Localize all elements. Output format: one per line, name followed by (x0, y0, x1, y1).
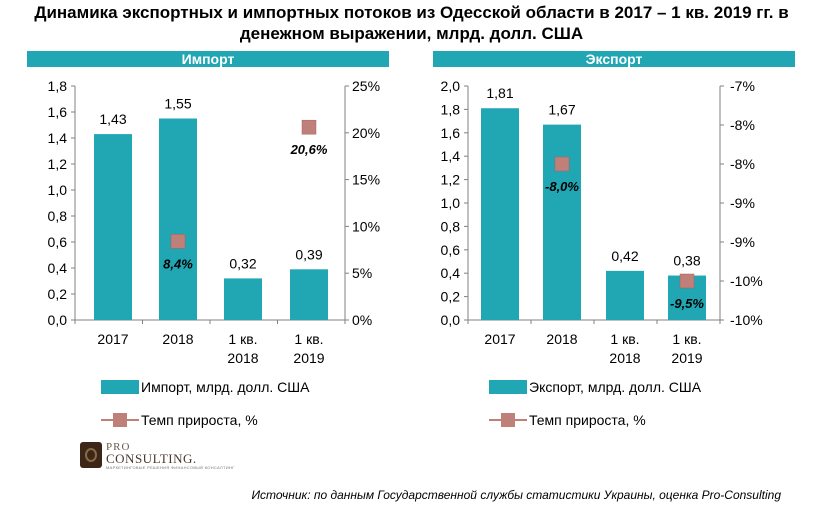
export-bar (606, 270, 644, 320)
import-legend-bar-swatch (101, 380, 139, 394)
import-growth-label: 8,4% (163, 256, 193, 271)
chart-title: Динамика экспортных и импортных потоков … (34, 3, 789, 43)
export-bar (543, 124, 581, 320)
import-bar-value-label: 1,43 (99, 111, 126, 127)
import-bar (159, 118, 197, 320)
export-category-label: 1 кв. (672, 331, 701, 347)
import-bar (94, 134, 132, 320)
import-category-label: 1 кв. (294, 331, 323, 347)
import-left-tick-label: 0,0 (48, 312, 68, 328)
import-right-tick-label: 15% (352, 172, 380, 188)
export-left-tick-label: 0,2 (441, 289, 461, 305)
export-legend-bar-label: Экспорт, млрд. долл. США (529, 379, 702, 395)
import-category-label: 2017 (97, 331, 128, 347)
import-right-tick-label: 25% (352, 78, 380, 94)
export-growth-label: -8,0% (545, 179, 579, 194)
logo-tagline-text: МАРКЕТИНГОВЫЕ РЕШЕНИЯ ФИНАНСОВЫЙ КОНСАЛТ… (106, 465, 235, 470)
import-legend-marker-label: Темп прироста, % (141, 412, 258, 428)
import-bar (224, 278, 262, 320)
export-left-tick-label: 1,2 (441, 172, 461, 188)
export-bar-value-label: 0,38 (673, 253, 700, 269)
export-bar (481, 108, 519, 320)
export-right-tick-label: -9% (730, 195, 755, 211)
import-right-tick-label: 0% (352, 312, 372, 328)
import-growth-marker (301, 119, 317, 135)
import-left-tick-label: 1,4 (48, 130, 68, 146)
export-right-tick-label: -10% (730, 273, 763, 289)
import-right-tick-label: 5% (352, 265, 372, 281)
export-legend-marker-label: Темп прироста, % (529, 412, 646, 428)
export-right-tick-label: -10% (730, 312, 763, 328)
export-legend-bar-swatch (489, 380, 527, 394)
import-bar-value-label: 1,55 (164, 96, 191, 112)
import-right-tick-label: 10% (352, 218, 380, 234)
export-left-tick-label: 1,0 (441, 195, 461, 211)
import-panel-header: Импорт (27, 51, 389, 67)
export-category-label: 2018 (546, 331, 577, 347)
export-category-label: 2018 (609, 350, 640, 366)
export-right-tick-label: -8% (730, 117, 755, 133)
logo-name-text: CONSULTING. (106, 451, 197, 466)
export-right-tick-label: -8% (730, 156, 755, 172)
export-left-tick-label: 2,0 (441, 78, 461, 94)
export-bar-value-label: 1,67 (548, 102, 575, 118)
import-category-label: 2019 (293, 350, 324, 366)
export-bar-value-label: 0,42 (611, 248, 638, 264)
import-bar (290, 269, 328, 320)
import-right-tick-label: 20% (352, 125, 380, 141)
export-category-label: 2019 (671, 350, 702, 366)
import-category-label: 2018 (162, 331, 193, 347)
import-category-label: 1 кв. (228, 331, 257, 347)
import-left-tick-label: 1,2 (48, 156, 68, 172)
import-left-tick-label: 0,8 (48, 208, 68, 224)
import-legend-bar-label: Импорт, млрд. долл. США (141, 379, 310, 395)
export-left-tick-label: 1,8 (441, 101, 461, 117)
export-category-label: 1 кв. (610, 331, 639, 347)
import-legend-marker-swatch (113, 413, 127, 427)
import-left-tick-label: 1,0 (48, 182, 68, 198)
logo-pro-text: PRO (106, 441, 131, 453)
import-growth-marker (170, 234, 186, 249)
import-left-tick-label: 0,2 (48, 286, 68, 302)
export-bar-value-label: 1,81 (486, 85, 513, 101)
import-left-tick-label: 1,6 (48, 104, 68, 120)
export-legend-marker-swatch (501, 413, 515, 427)
import-growth-label: 20,6% (290, 142, 328, 157)
import-left-tick-label: 0,6 (48, 234, 68, 250)
export-right-tick-label: -7% (730, 78, 755, 94)
export-left-tick-label: 1,4 (441, 148, 461, 164)
import-left-tick-label: 0,4 (48, 260, 68, 276)
export-left-tick-label: 0,8 (441, 218, 461, 234)
export-left-tick-label: 0,4 (441, 265, 461, 281)
logo-emblem-icon (80, 442, 102, 468)
pro-consulting-logo: PRO CONSULTING. МАРКЕТИНГОВЫЕ РЕШЕНИЯ ФИ… (80, 441, 234, 470)
import-category-label: 2018 (227, 350, 258, 366)
export-left-tick-label: 1,6 (441, 125, 461, 141)
export-growth-marker (679, 273, 695, 289)
export-left-tick-label: 0,6 (441, 242, 461, 258)
export-growth-marker (554, 156, 570, 172)
source-note: Источник: по данным Государственной служ… (251, 488, 781, 502)
export-category-label: 2017 (484, 331, 515, 347)
export-panel-header: Экспорт (433, 51, 795, 67)
export-growth-label: -9,5% (670, 296, 704, 311)
import-left-tick-label: 1,8 (48, 78, 68, 94)
import-bar-value-label: 0,32 (229, 255, 256, 271)
export-left-tick-label: 0,0 (441, 312, 461, 328)
import-bar-value-label: 0,39 (295, 246, 322, 262)
export-right-tick-label: -9% (730, 234, 755, 250)
